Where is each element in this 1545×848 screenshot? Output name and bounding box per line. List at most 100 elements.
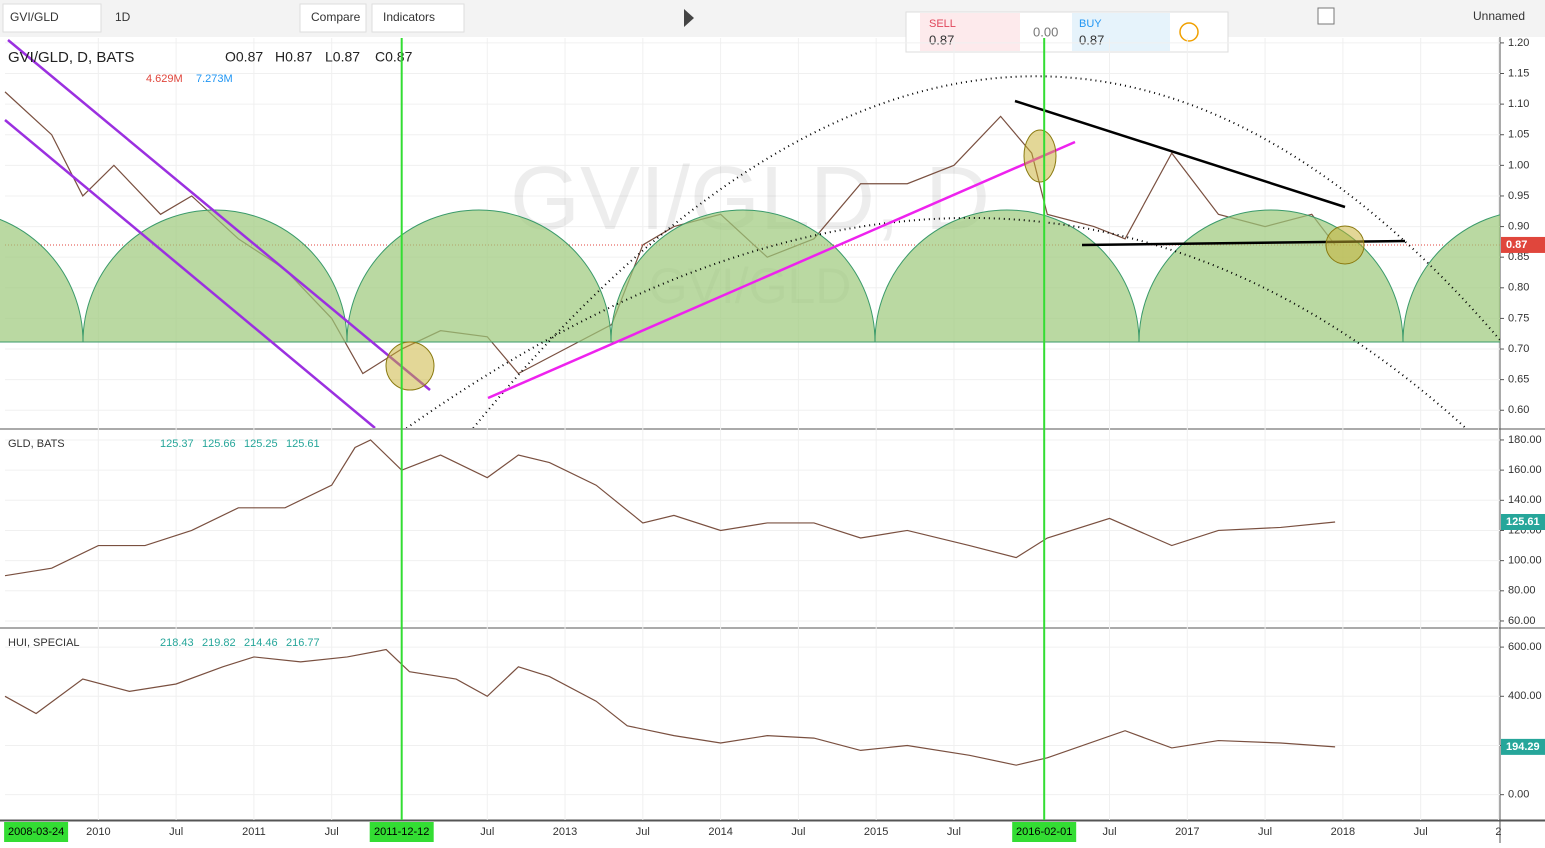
ohlc-value: C0.87: [375, 49, 413, 65]
x-tick-label: 2011: [242, 826, 266, 838]
x-tick-label: Jul: [947, 826, 961, 838]
y-tick-label: 0.60: [1508, 404, 1529, 416]
y-tick-label: 60.00: [1508, 615, 1536, 627]
buy-price: 0.87: [1079, 32, 1104, 47]
x-tick-label: Jul: [1414, 826, 1428, 838]
x-tick-label: Jul: [480, 826, 494, 838]
x-tick-label: 2014: [708, 826, 732, 838]
y-tick-label: 140.00: [1508, 494, 1542, 506]
series-title: GVI/GLD, D, BATS: [8, 49, 134, 66]
y-tick-label: 160.00: [1508, 464, 1542, 476]
marker-label: 2011-12-12: [374, 826, 429, 838]
ohlc-value: 125.66: [202, 438, 236, 450]
interval[interactable]: 1D: [115, 10, 131, 24]
x-tick-label: 2: [1495, 826, 1501, 838]
buy-label: BUY: [1079, 18, 1102, 30]
x-tick-label: Jul: [1102, 826, 1116, 838]
x-tick-label: Jul: [791, 826, 805, 838]
play-icon[interactable]: [684, 9, 694, 27]
y-tick-label: 1.15: [1508, 67, 1529, 79]
x-tick-label: 2013: [553, 826, 577, 838]
y-tick-label: 1.00: [1508, 159, 1529, 171]
y-tick-label: 0.85: [1508, 251, 1529, 263]
ohlc-value: 125.61: [286, 438, 320, 450]
y-tick-label: 180.00: [1508, 434, 1542, 446]
y-tick-label: 0.65: [1508, 374, 1529, 386]
last-price-label: 125.61: [1506, 516, 1540, 528]
highlight: [1325, 225, 1365, 265]
trend-line: [1014, 99, 1346, 209]
ohlc-value: 214.46: [244, 637, 278, 649]
y-tick-label: 1.10: [1508, 98, 1529, 110]
y-tick-label: 600.00: [1508, 641, 1542, 653]
symbol-box[interactable]: [2, 3, 102, 33]
x-tick-label: 2010: [86, 826, 110, 838]
marker-tag: [369, 822, 434, 842]
ohlc-value: L0.87: [325, 49, 360, 65]
ohlc-value: 219.82: [202, 637, 236, 649]
y-tick-label: 1.20: [1508, 37, 1529, 49]
x-tick-label: 2015: [864, 826, 888, 838]
info-icon[interactable]: [1179, 22, 1199, 42]
last-price-tag: [1501, 738, 1545, 755]
y-tick-label: 80.00: [1508, 585, 1536, 597]
drawings: [0, 39, 1500, 428]
price-line: [4, 648, 1336, 766]
series-title: HUI, SPECIAL: [8, 637, 80, 649]
indicators-button[interactable]: [371, 3, 465, 33]
plot-area: GVI/GLD, DGVI/GLD: [0, 37, 1545, 843]
last-price-tag: [1501, 236, 1545, 253]
y-tick-label: 0.70: [1508, 343, 1529, 355]
toolbar: [0, 0, 1545, 37]
ohlc-value: O0.87: [225, 49, 263, 65]
marker-tag: [1012, 822, 1077, 842]
volume-value: 7.273M: [196, 73, 233, 85]
symbol: GVI/GLD: [10, 10, 59, 24]
ohlc-value: 216.77: [286, 637, 320, 649]
y-tick-label: 0.90: [1508, 220, 1529, 232]
y-tick-label: 100.00: [1508, 555, 1542, 567]
highlight: [1023, 129, 1057, 183]
layout-icon[interactable]: [1317, 7, 1335, 25]
channel-line: [7, 39, 431, 391]
last-price-label: 194.29: [1506, 741, 1540, 753]
y-tick-label: 0.95: [1508, 190, 1529, 202]
sell-label: SELL: [929, 18, 956, 30]
y-tick-label: 0.00: [1508, 789, 1529, 801]
y-tick-label: 1.05: [1508, 129, 1529, 141]
sell-box[interactable]: [920, 13, 1020, 51]
x-tick-label: Jul: [325, 826, 339, 838]
trend-line: [487, 140, 1076, 400]
buy-box[interactable]: [1072, 13, 1170, 51]
y-tick-label: 0.80: [1508, 282, 1529, 294]
layout-name[interactable]: Unnamed: [1473, 9, 1525, 23]
y-tick-label: 400.00: [1508, 690, 1542, 702]
y-tick-label: 0.75: [1508, 312, 1529, 324]
x-tick-label: Jul: [1258, 826, 1272, 838]
volume-value: 4.629M: [146, 73, 183, 85]
ohlc-value: 218.43: [160, 637, 194, 649]
marker-label: 2016-02-01: [1016, 826, 1072, 838]
compare: Compare: [311, 10, 361, 24]
ohlc-value: 125.37: [160, 438, 194, 450]
compare-button[interactable]: [299, 3, 367, 33]
spread: 0.00: [1033, 24, 1058, 39]
cycle-arcs: [0, 209, 1500, 343]
x-tick-label: 2018: [1331, 826, 1355, 838]
last-price-label: 0.87: [1506, 239, 1527, 251]
marker-label: 2008-03-24: [8, 826, 64, 838]
sell-price: 0.87: [929, 32, 954, 47]
last-price-tag: [1501, 513, 1545, 530]
ohlc-value: H0.87: [275, 49, 313, 65]
highlight: [385, 341, 435, 391]
price-line: [4, 439, 1336, 577]
channel-line: [4, 119, 376, 428]
x-tick-label: 2017: [1175, 826, 1199, 838]
series-title: GLD, BATS: [8, 438, 65, 450]
x-tick-label: Jul: [636, 826, 650, 838]
marker-tag: [4, 822, 69, 842]
ohlc-value: 125.25: [244, 438, 278, 450]
indicators: Indicators: [383, 10, 435, 24]
